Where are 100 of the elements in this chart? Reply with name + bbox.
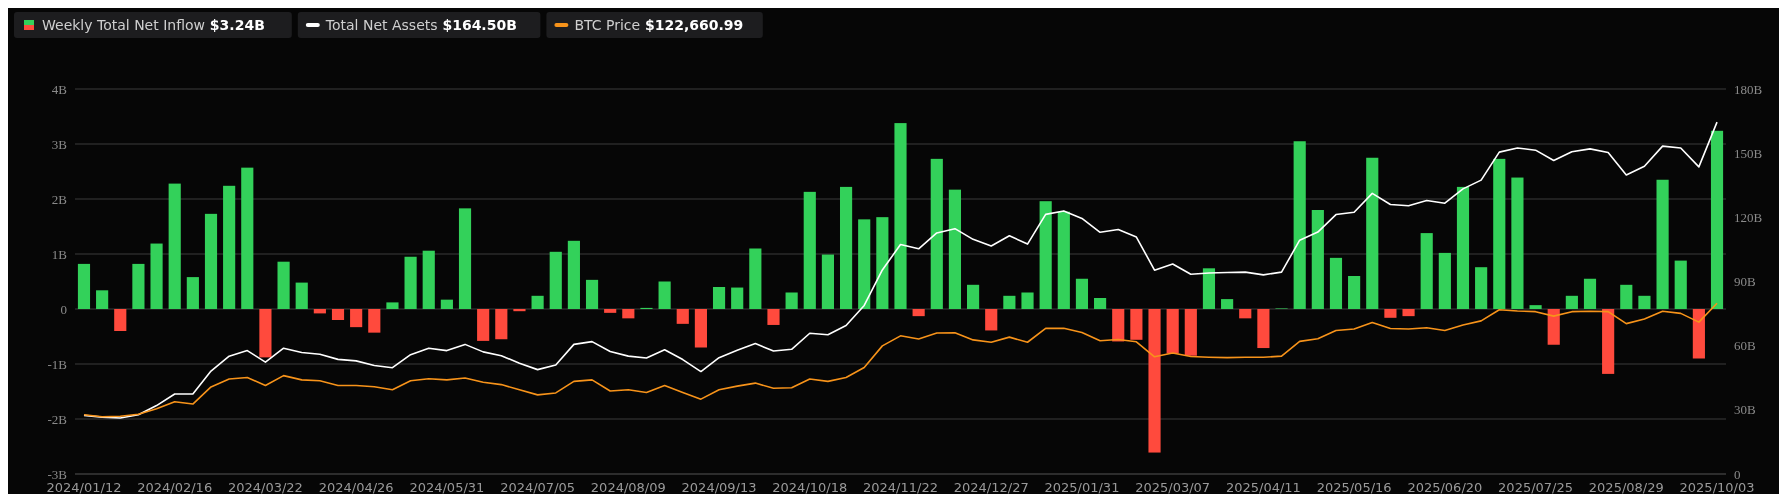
x-tick-label: 2025/06/20	[1407, 480, 1483, 495]
legend-label: BTC Price $122,660.99	[574, 17, 744, 33]
x-tick-label: 2024/11/22	[863, 480, 938, 495]
bar	[386, 302, 399, 309]
bar	[1420, 233, 1433, 309]
bar	[1475, 267, 1488, 309]
bar	[204, 213, 218, 309]
bar	[458, 208, 472, 309]
bar	[948, 189, 962, 309]
x-tick-label: 2024/12/27	[953, 480, 1029, 495]
bar	[295, 282, 308, 309]
x-tick-label: 2024/01/12	[46, 480, 122, 495]
bar	[114, 309, 127, 331]
y-tick-label: 3B	[51, 136, 68, 152]
bar	[1384, 309, 1397, 318]
bar	[1202, 268, 1216, 309]
x-tick-label: 2025/05/16	[1316, 480, 1392, 495]
bar	[1674, 260, 1687, 309]
bar	[1311, 210, 1324, 309]
y-tick-label: 1B	[51, 246, 68, 262]
x-tick-label: 2025/03/07	[1135, 480, 1211, 495]
bar	[1075, 278, 1089, 309]
bar	[749, 248, 762, 309]
bar	[259, 309, 272, 358]
bar	[604, 309, 617, 313]
x-tick-label: 2024/05/31	[409, 480, 485, 495]
bar	[1094, 298, 1107, 309]
bar	[1184, 309, 1197, 356]
bar	[1293, 141, 1306, 309]
bar	[1366, 157, 1379, 309]
bar	[1221, 299, 1234, 309]
bar	[1130, 309, 1143, 340]
bar	[513, 309, 526, 312]
bar	[803, 191, 816, 309]
bar	[1438, 252, 1451, 309]
x-tick-label: 2025/10/03	[1679, 480, 1755, 495]
bar	[368, 309, 381, 333]
x-tick-label: 2024/08/09	[590, 480, 666, 495]
bar	[1003, 295, 1016, 309]
bar	[731, 287, 744, 309]
bar	[404, 256, 417, 309]
x-tick-label: 2024/09/13	[681, 480, 757, 495]
bar	[1583, 278, 1597, 309]
y-tick-label: 4B	[51, 81, 68, 97]
bar	[821, 254, 834, 309]
bar	[858, 219, 871, 309]
x-tick-label: 2024/03/22	[227, 480, 303, 495]
bar	[1021, 292, 1034, 309]
y2-tick-label: 150B	[1734, 145, 1763, 161]
y2-tick-label: 30B	[1734, 402, 1756, 418]
bar	[1112, 309, 1125, 342]
bar	[658, 281, 671, 309]
bar	[1692, 309, 1705, 359]
bar	[767, 309, 780, 325]
legend-label: Weekly Total Net Inflow $3.24B	[42, 17, 265, 33]
bar	[1493, 158, 1506, 309]
bar	[876, 217, 889, 309]
y2-tick-label: 90B	[1734, 274, 1756, 290]
bar	[440, 299, 453, 309]
bar	[585, 279, 599, 309]
bar	[1456, 186, 1470, 309]
bar	[1057, 211, 1070, 309]
y2-tick-label: 0	[1734, 466, 1741, 482]
x-tick-label: 2024/02/16	[137, 480, 213, 495]
y-tick-label: 2B	[51, 191, 68, 207]
bar	[1565, 295, 1578, 309]
bar	[676, 309, 689, 324]
bar	[1402, 309, 1415, 317]
bar	[350, 309, 363, 328]
y2-tick-label: 60B	[1734, 338, 1756, 354]
bar	[422, 250, 435, 309]
bar	[785, 292, 798, 309]
bar	[1656, 179, 1669, 309]
bar	[1529, 305, 1542, 309]
bar	[1166, 309, 1179, 354]
bar	[1638, 295, 1651, 309]
bar	[930, 158, 943, 309]
bar	[567, 240, 580, 309]
bar	[912, 309, 925, 317]
bar	[985, 309, 998, 331]
x-tick-label: 2024/10/18	[772, 480, 848, 495]
x-tick-label: 2025/07/25	[1498, 480, 1574, 495]
bar	[150, 243, 163, 309]
y-tick-label: -2B	[47, 411, 68, 427]
y2-tick-label: 120B	[1734, 209, 1763, 225]
bar	[223, 185, 236, 309]
x-tick-label: 2025/01/31	[1044, 480, 1120, 495]
bar	[1602, 309, 1615, 374]
bar	[967, 284, 980, 309]
bar	[1710, 130, 1724, 309]
bar	[531, 295, 544, 309]
bar	[168, 183, 181, 309]
bar	[894, 123, 907, 309]
bar	[1039, 201, 1052, 309]
bar	[622, 309, 635, 319]
bar	[712, 287, 726, 309]
bar	[313, 309, 326, 314]
x-tick-label: 2024/04/26	[318, 480, 394, 495]
y2-tick-label: 180B	[1734, 81, 1763, 97]
bar	[132, 263, 145, 309]
